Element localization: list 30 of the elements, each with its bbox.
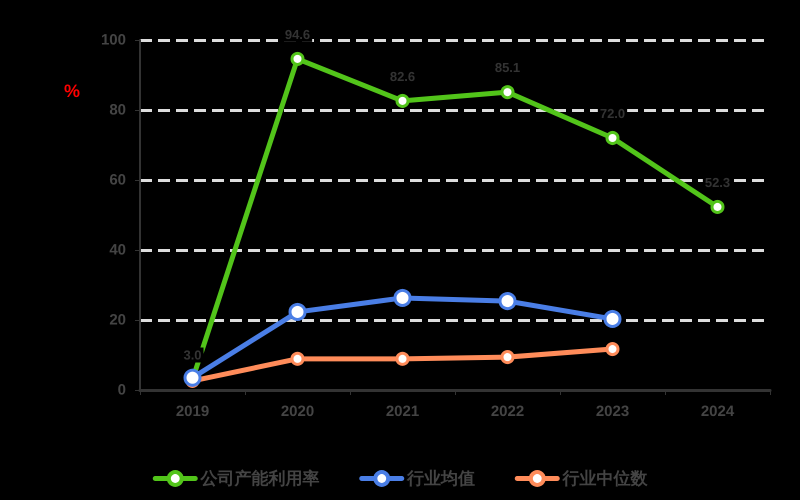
point: [288, 302, 306, 321]
point: [604, 310, 622, 328]
x-tick-label: 2022: [490, 403, 524, 420]
y-tick-label: 0: [118, 382, 126, 398]
legend-label: 公司产能利用率: [199, 469, 320, 488]
point: [290, 52, 304, 66]
legend-label: 行业均值: [406, 469, 475, 488]
y-tick-label: 20: [109, 312, 126, 328]
x-tick-label: 2021: [386, 403, 420, 420]
x-tick-label: 2023: [596, 403, 630, 420]
point: [396, 352, 410, 366]
x-tick-label: 2020: [280, 403, 314, 420]
x-tick-label: 2024: [700, 403, 735, 420]
y-tick-label: 80: [109, 102, 126, 118]
point: [710, 200, 724, 214]
y-tick-label: 60: [109, 172, 126, 188]
x-tick-label: 2019: [176, 403, 210, 420]
y-tick-label: 100: [100, 32, 126, 48]
point: [500, 85, 514, 100]
y-tick-label: 40: [109, 242, 126, 258]
point: [184, 368, 202, 387]
point: [290, 352, 304, 366]
point: [394, 288, 412, 307]
point: [498, 292, 516, 310]
point: [500, 350, 514, 364]
point: [606, 342, 620, 356]
point: [396, 94, 410, 108]
y-axis-title: %: [64, 81, 80, 101]
point: [606, 131, 620, 145]
legend-label: 行业中位数: [561, 469, 648, 488]
